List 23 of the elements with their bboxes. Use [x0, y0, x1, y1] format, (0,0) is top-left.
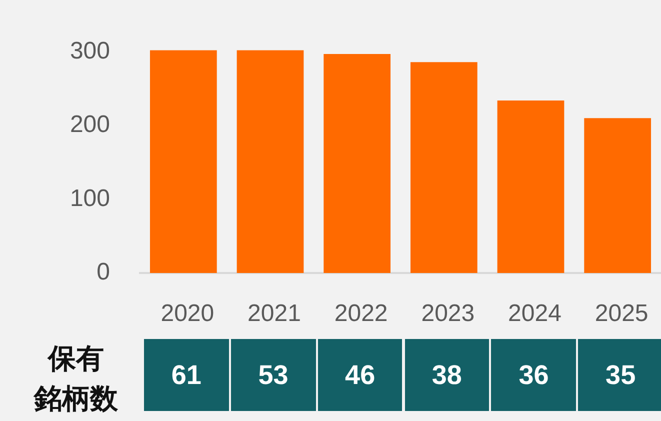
bar — [584, 118, 652, 273]
data-label: 46 — [318, 339, 402, 411]
x-tick-label: 2021 — [246, 300, 302, 328]
y-tick-label: 300 — [70, 37, 110, 64]
x-tick-label: 2020 — [160, 300, 216, 328]
y-tick-label: 保有銘柄数 — [34, 341, 118, 417]
bar — [236, 50, 304, 273]
data-label: 35 — [578, 339, 661, 411]
data-label: 38 — [404, 339, 490, 411]
x-tick-label: 2025 — [594, 300, 650, 328]
bar — [150, 50, 217, 273]
x-tick-label: 2022 — [333, 300, 389, 328]
y-tick-label: 0 — [96, 258, 110, 286]
bar — [410, 62, 478, 273]
data-label: 61 — [144, 339, 229, 411]
x-tick-label: 2023 — [420, 300, 476, 328]
data-label: 53 — [230, 339, 316, 411]
y-tick-label: 200 — [70, 111, 110, 138]
bar — [497, 100, 564, 273]
data-label: 36 — [491, 339, 576, 411]
bar — [324, 54, 391, 273]
y-tick-label: 100 — [70, 184, 110, 212]
x-tick-label: 2024 — [507, 300, 562, 328]
